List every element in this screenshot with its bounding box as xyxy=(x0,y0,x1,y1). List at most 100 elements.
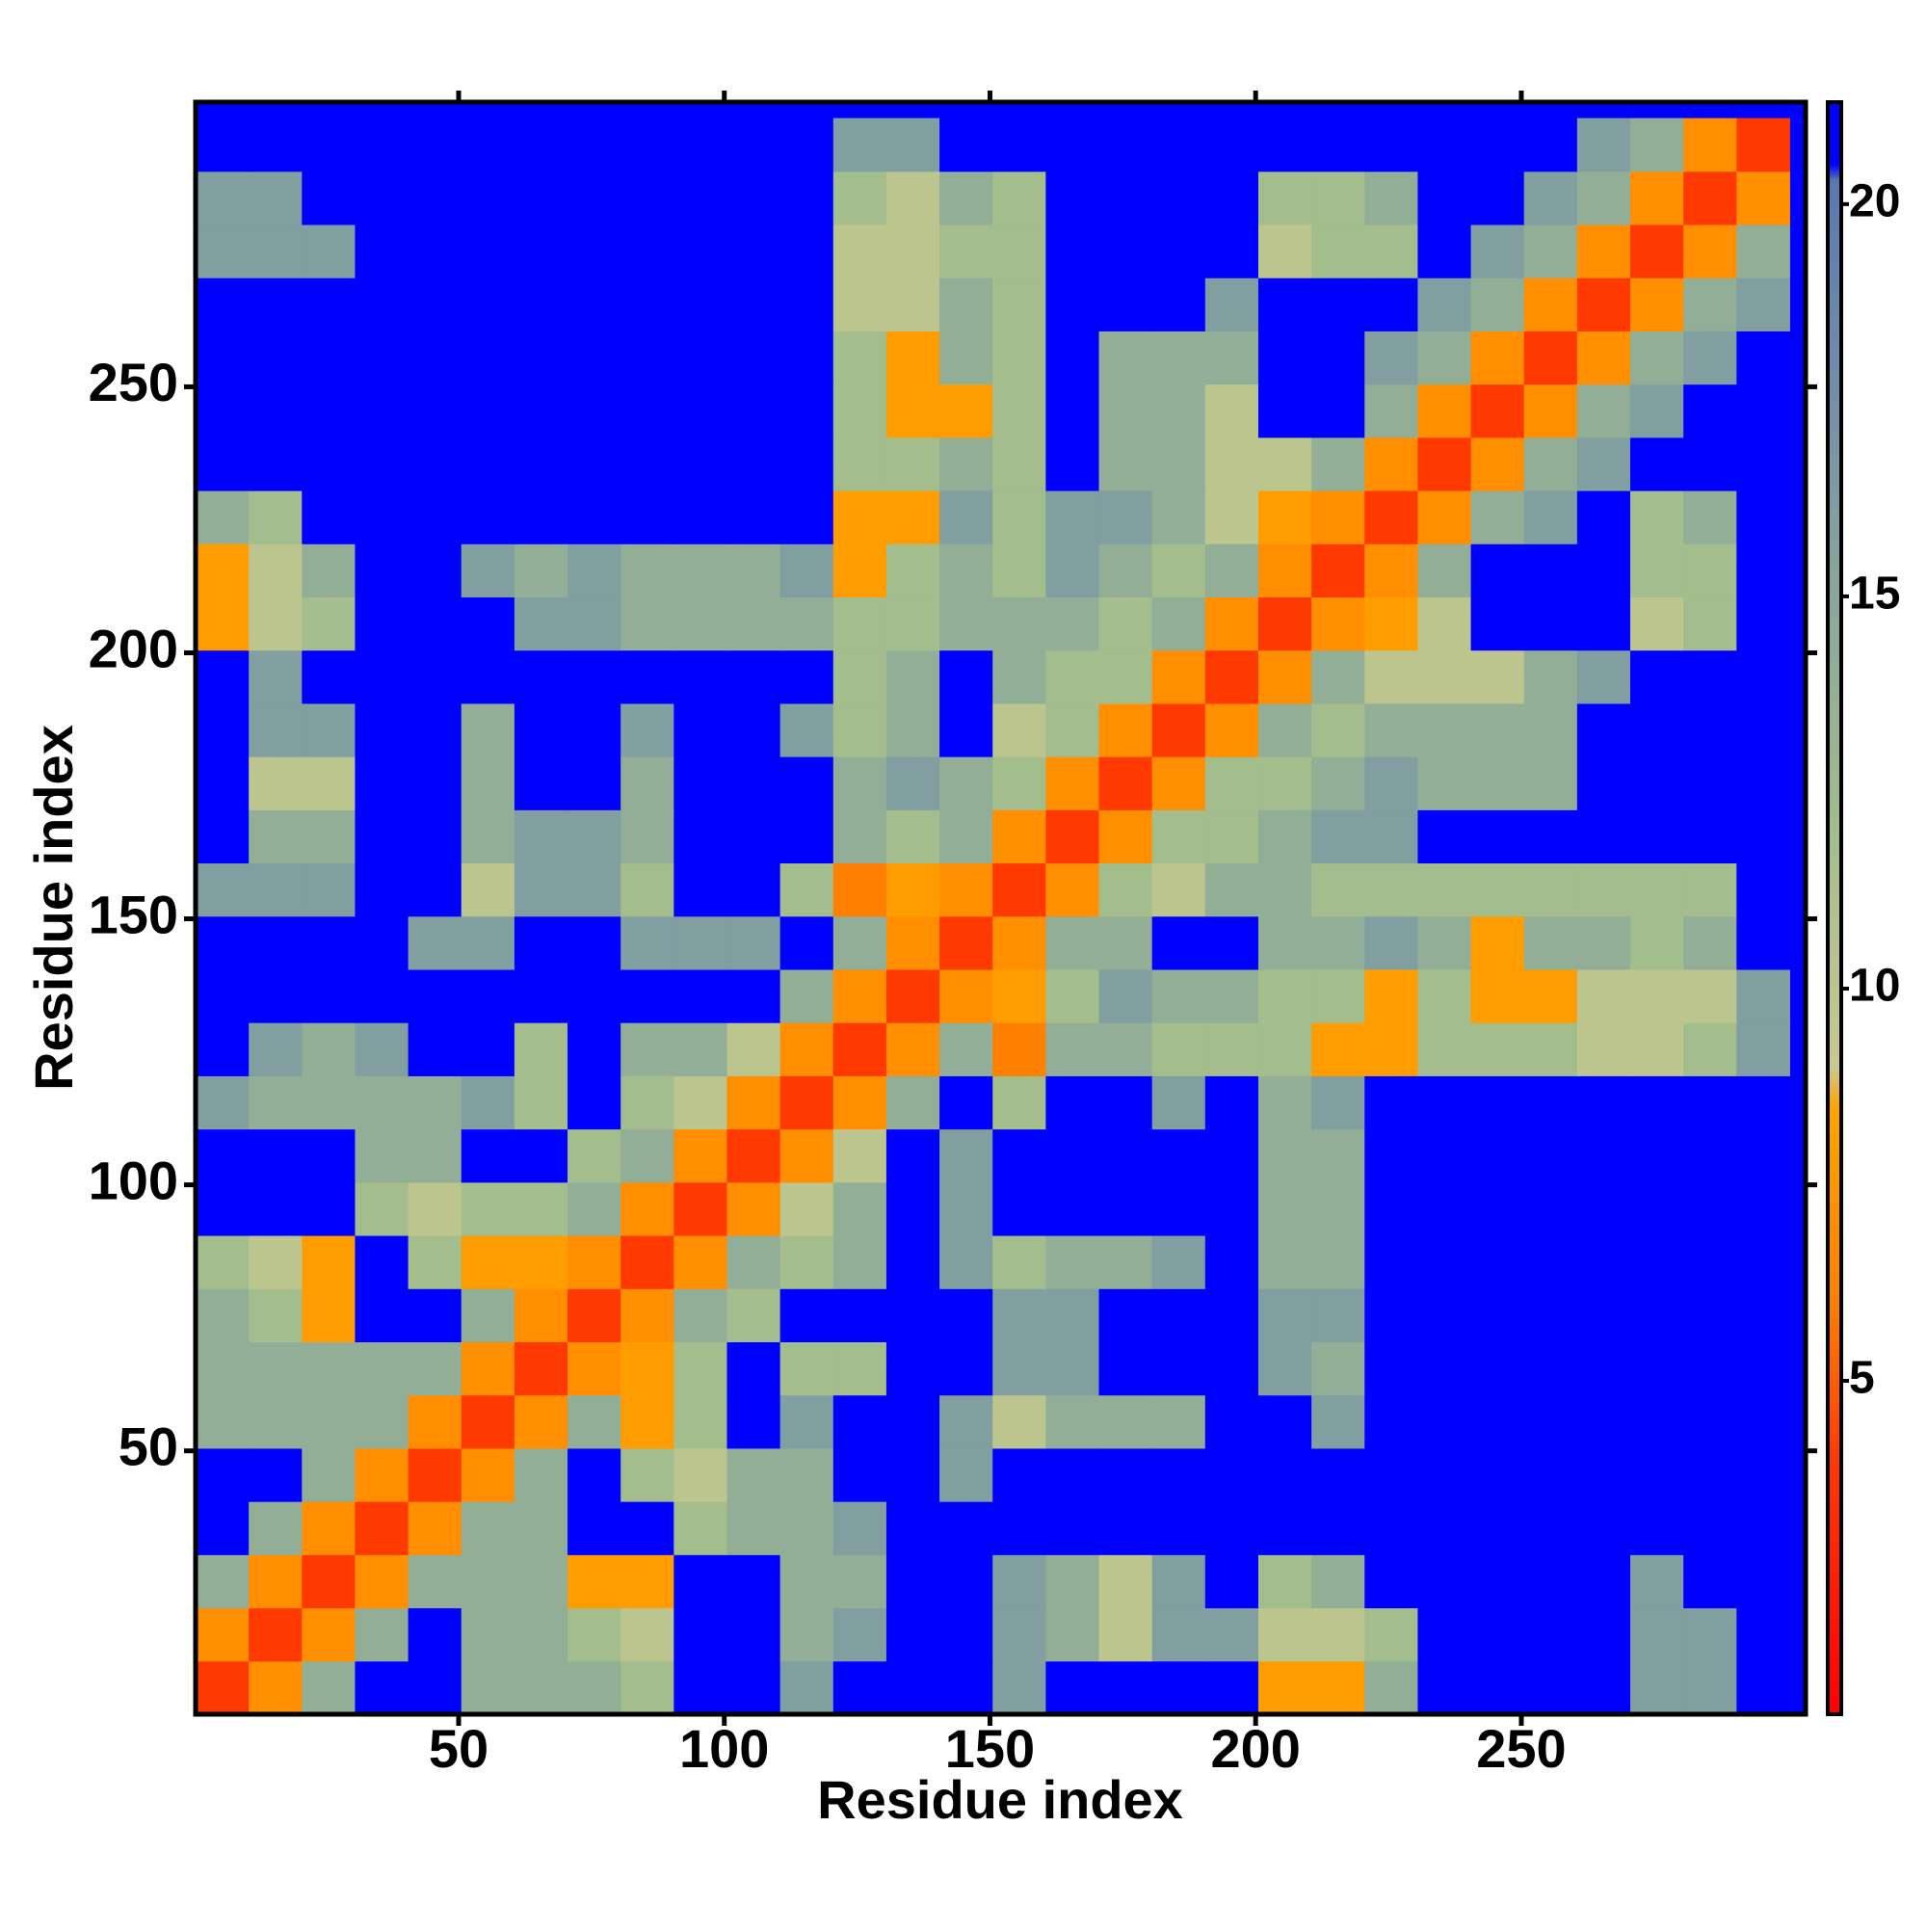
heatmap-cell xyxy=(1364,171,1418,225)
heatmap-cell xyxy=(568,118,621,172)
heatmap-cell xyxy=(196,171,250,225)
heatmap-cell xyxy=(249,702,303,757)
heatmap-cell xyxy=(408,596,462,651)
heatmap-cell xyxy=(355,1341,409,1396)
colorbar-tick-label: 15 xyxy=(1849,569,1900,620)
heatmap-cell xyxy=(514,331,568,385)
heatmap-cell xyxy=(939,1341,993,1396)
heatmap-cell xyxy=(1364,1288,1418,1342)
heatmap-cell xyxy=(726,649,781,704)
heatmap-cell xyxy=(1470,437,1525,491)
heatmap-cell xyxy=(992,649,1046,704)
heatmap-cell xyxy=(1151,756,1206,810)
heatmap-cell xyxy=(355,1181,409,1236)
heatmap-cell xyxy=(1630,1501,1684,1555)
heatmap-cell xyxy=(1045,1181,1100,1236)
heatmap-cell xyxy=(568,1554,621,1609)
heatmap-cell xyxy=(1098,649,1153,704)
heatmap-cell xyxy=(408,171,462,225)
heatmap-cell xyxy=(302,384,356,438)
heatmap-cell xyxy=(726,278,781,331)
heatmap-cell xyxy=(1630,702,1684,757)
heatmap-cell xyxy=(832,596,887,651)
heatmap-cell xyxy=(620,1501,674,1555)
heatmap-cell xyxy=(620,702,674,757)
heatmap-cell xyxy=(1204,1181,1259,1236)
heatmap-cell xyxy=(673,278,727,331)
heatmap-cell xyxy=(1470,1075,1525,1130)
heatmap-cell xyxy=(1683,596,1737,651)
heatmap-cell xyxy=(1417,1447,1472,1502)
heatmap-cell xyxy=(1630,1288,1684,1342)
heatmap-cell xyxy=(1098,1660,1153,1715)
heatmap-cell xyxy=(1470,968,1525,1023)
heatmap-cell xyxy=(1576,1288,1631,1342)
heatmap-cell xyxy=(408,543,462,597)
heatmap-cell xyxy=(939,1235,993,1289)
heatmap-cell xyxy=(514,1501,568,1555)
heatmap-cell xyxy=(832,1501,887,1555)
heatmap-cell xyxy=(249,1235,303,1289)
heatmap-cell xyxy=(726,1128,781,1183)
heatmap-cell xyxy=(1417,278,1472,331)
heatmap-cell xyxy=(196,118,250,172)
heatmap-cell xyxy=(1098,384,1153,438)
heatmap-cell xyxy=(1098,756,1153,810)
heatmap-cell xyxy=(992,1022,1046,1076)
heatmap-cell xyxy=(249,756,303,810)
heatmap-cell xyxy=(1364,1501,1418,1555)
heatmap-cell xyxy=(779,1501,834,1555)
heatmap-cell xyxy=(992,1128,1046,1183)
heatmap-cell xyxy=(726,490,781,544)
heatmap-cell xyxy=(1523,1022,1578,1076)
heatmap-cell xyxy=(1630,384,1684,438)
heatmap-cell xyxy=(1098,1554,1153,1609)
heatmap-cell xyxy=(992,968,1046,1023)
heatmap-cell xyxy=(249,1075,303,1130)
heatmap-cell xyxy=(1470,331,1525,385)
heatmap-cell xyxy=(514,1341,568,1396)
heatmap-cell xyxy=(196,1447,250,1502)
heatmap-cell xyxy=(302,1128,356,1183)
heatmap-cell xyxy=(1045,968,1100,1023)
heatmap-cell xyxy=(302,756,356,810)
heatmap-cell xyxy=(514,1288,568,1342)
heatmap-cell xyxy=(249,384,303,438)
heatmap-cell xyxy=(779,1022,834,1076)
heatmap-cell xyxy=(249,1554,303,1609)
heatmap-cell xyxy=(1257,756,1312,810)
heatmap-cell xyxy=(355,702,409,757)
heatmap-cell xyxy=(568,756,621,810)
heatmap-cell xyxy=(1364,915,1418,970)
heatmap-cell xyxy=(408,1554,462,1609)
heatmap-cell xyxy=(1098,1394,1153,1449)
heatmap-cell xyxy=(514,384,568,438)
heatmap-cell xyxy=(939,1181,993,1236)
heatmap-cell xyxy=(1311,118,1365,172)
heatmap-cell xyxy=(1683,490,1737,544)
heatmap-cell xyxy=(620,862,674,917)
heatmap-cell xyxy=(832,490,887,544)
heatmap-cell xyxy=(779,543,834,597)
heatmap-cell xyxy=(1683,543,1737,597)
heatmap-cell xyxy=(1736,171,1790,225)
heatmap-cell xyxy=(1151,437,1206,491)
heatmap-cell xyxy=(1311,1501,1365,1555)
heatmap-cell xyxy=(1311,490,1365,544)
x-tick-label: 100 xyxy=(679,1718,769,1779)
heatmap-cell xyxy=(302,1341,356,1396)
heatmap-cell xyxy=(1683,1181,1737,1236)
heatmap-cell xyxy=(1257,915,1312,970)
heatmap-cell xyxy=(673,1447,727,1502)
heatmap-cell xyxy=(885,1022,940,1076)
heatmap-cell xyxy=(673,596,727,651)
heatmap-cell xyxy=(1683,384,1737,438)
heatmap-cell xyxy=(1204,490,1259,544)
heatmap-cell xyxy=(1151,1501,1206,1555)
heatmap-cell xyxy=(1523,331,1578,385)
heatmap-cell xyxy=(196,278,250,331)
heatmap-cell xyxy=(1417,543,1472,597)
heatmap-cell xyxy=(249,1022,303,1076)
heatmap-cell xyxy=(992,1288,1046,1342)
heatmap-cell xyxy=(249,278,303,331)
